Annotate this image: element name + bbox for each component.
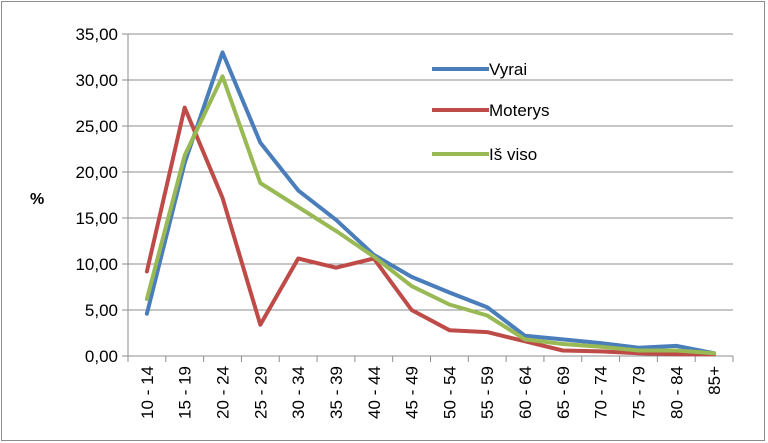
series-lines — [147, 52, 714, 354]
x-tick-label: 15 - 19 — [176, 366, 195, 419]
y-tick-label: 5,00 — [85, 301, 118, 320]
x-tick-label: 10 - 14 — [138, 366, 157, 419]
x-tick-label: 40 - 44 — [365, 366, 384, 419]
y-tick-label: 10,00 — [75, 255, 118, 274]
legend-label-2: Iš viso — [489, 145, 537, 164]
y-tick-label: 15,00 — [75, 209, 118, 228]
y-axis-label: % — [30, 191, 44, 208]
x-tick-label: 80 - 84 — [667, 366, 686, 419]
y-tick-label: 25,00 — [75, 117, 118, 136]
x-axis-ticks: 10 - 14 15 - 19 20 - 24 25 - 29 30 - 34 35 - … — [128, 356, 733, 419]
y-tick-label: 20,00 — [75, 163, 118, 182]
x-tick-label: 70 - 74 — [592, 366, 611, 419]
x-tick-label: 65 - 69 — [554, 366, 573, 419]
x-tick-label: 30 - 34 — [289, 366, 308, 419]
x-tick-label: 50 - 54 — [440, 366, 459, 419]
x-tick-label: 75 - 79 — [629, 366, 648, 419]
y-tick-label: 30,00 — [75, 71, 118, 90]
x-tick-label: 35 - 39 — [327, 366, 346, 419]
y-axis-ticks: 0,00 5,00 10,00 15,00 20,00 25,00 30,00 35,00 — [75, 25, 128, 366]
series-line-2 — [147, 76, 714, 353]
x-tick-label: 85+ — [705, 366, 724, 395]
legend-label-0: Vyrai — [489, 60, 527, 79]
y-tick-label: 35,00 — [75, 25, 118, 44]
x-tick-label: 55 - 59 — [478, 366, 497, 419]
gridlines — [128, 34, 733, 310]
x-tick-label: 25 - 29 — [251, 366, 270, 419]
x-tick-label: 60 - 64 — [516, 366, 535, 419]
series-line-1 — [147, 108, 714, 355]
y-tick-label: 0,00 — [85, 347, 118, 366]
legend: Vyrai Moterys Iš viso — [432, 60, 549, 164]
legend-label-1: Moterys — [489, 101, 549, 120]
x-tick-label: 20 - 24 — [214, 366, 233, 419]
x-tick-label: 45 - 49 — [403, 366, 422, 419]
